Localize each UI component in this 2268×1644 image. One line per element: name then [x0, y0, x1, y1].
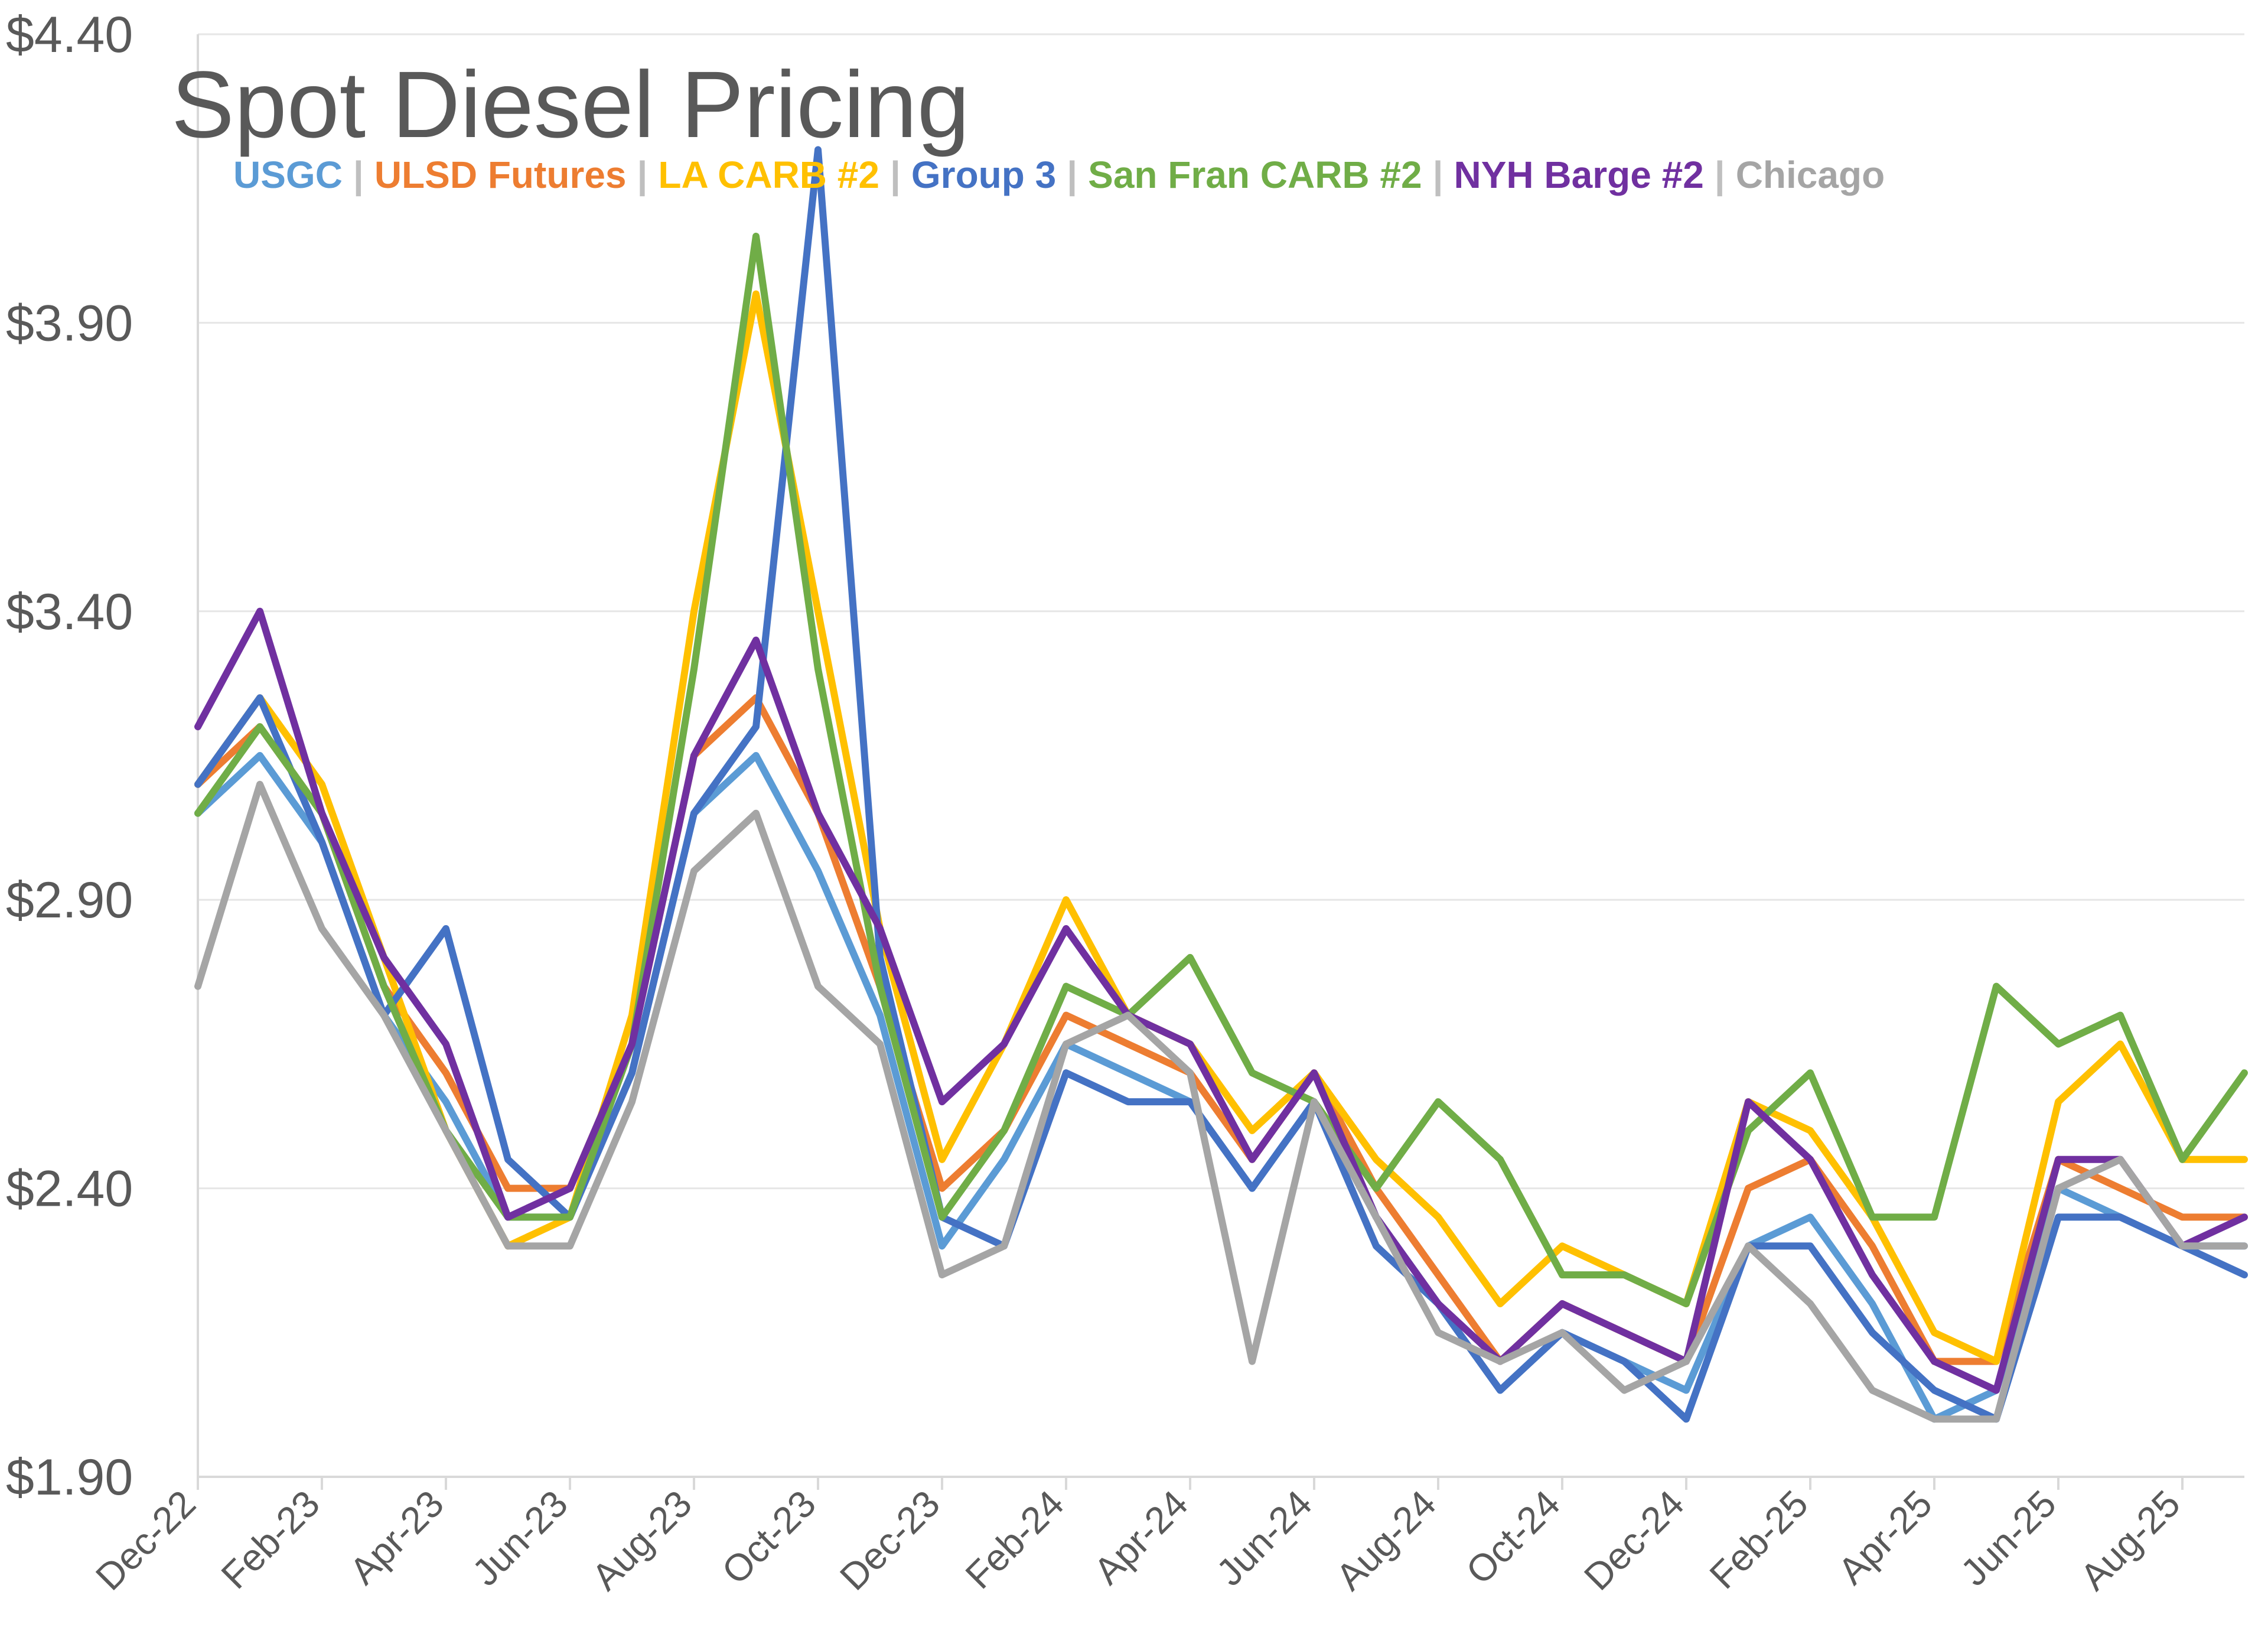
x-tick-label: Aug-24 — [1328, 1482, 1444, 1599]
y-tick-label: $2.90 — [6, 872, 133, 929]
x-tick-label: Feb-25 — [1702, 1482, 1816, 1597]
legend-entry: LA CARB #2 — [658, 154, 879, 196]
x-tick-label: Jun-25 — [1953, 1482, 2064, 1594]
legend-entry: San Fran CARB #2 — [1088, 154, 1422, 196]
legend-separator: | — [890, 154, 901, 197]
x-tick-label: Feb-24 — [957, 1482, 1072, 1597]
legend-entry: Group 3 — [911, 154, 1056, 196]
legend-separator: | — [353, 154, 364, 197]
series-line-ulsd-futures — [194, 694, 2248, 1365]
gridlines — [198, 33, 2244, 1478]
y-tick-label: $3.90 — [6, 295, 133, 351]
x-tick-label: Dec-24 — [1576, 1482, 1692, 1599]
series-line-san-fran-carb-2 — [194, 232, 2248, 1307]
x-tick-label: Feb-23 — [213, 1482, 328, 1597]
series-line-group-3 — [194, 146, 2248, 1423]
x-tick-label: Apr-23 — [341, 1482, 452, 1593]
series-lines — [194, 146, 2248, 1423]
x-tick-label: Dec-23 — [832, 1482, 948, 1599]
legend-entry: USGC — [233, 154, 343, 196]
series-line-chicago — [194, 780, 2248, 1423]
x-tick-label: Aug-23 — [584, 1482, 700, 1599]
series-line-nyh-barge-2 — [194, 607, 2248, 1394]
series-line-la-carb-2 — [194, 290, 2248, 1365]
x-axis-ticks: Dec-22 Feb-23 Apr-23 Jun-23 Aug-23 Oct-23 Dec-… — [87, 1477, 2188, 1599]
legend-separator: | — [1715, 154, 1725, 197]
legend-entry: NYH Barge #2 — [1454, 154, 1704, 196]
x-tick-label: Jun-24 — [1208, 1482, 1320, 1594]
y-tick-label: $1.90 — [6, 1449, 133, 1506]
legend-separator: | — [1433, 154, 1443, 197]
y-tick-label: $3.40 — [6, 584, 133, 640]
legend-separator: | — [637, 154, 648, 197]
chart-title: Spot Diesel Pricing — [171, 51, 970, 157]
x-tick-label: Apr-25 — [1830, 1482, 1940, 1593]
y-tick-label: $4.40 — [6, 6, 133, 63]
y-tick-label: $2.40 — [6, 1161, 133, 1217]
y-axis-ticks: $1.90 $2.40 $2.90 $3.40 $3.90 $4.40 — [6, 6, 133, 1506]
legend-entry: ULSD Futures — [374, 154, 627, 196]
x-tick-label: Oct-23 — [713, 1482, 824, 1593]
x-tick-label: Oct-24 — [1458, 1482, 1568, 1593]
legend-entry: Chicago — [1736, 154, 1885, 196]
axes — [197, 34, 2244, 1478]
legend: USGC | ULSD Futures | LA CARB #2 | Group 3 | San… — [233, 154, 1885, 197]
x-tick-label: Aug-25 — [2072, 1482, 2188, 1599]
x-tick-label: Jun-23 — [464, 1482, 576, 1594]
x-tick-label: Apr-24 — [1086, 1482, 1196, 1593]
legend-separator: | — [1067, 154, 1077, 197]
